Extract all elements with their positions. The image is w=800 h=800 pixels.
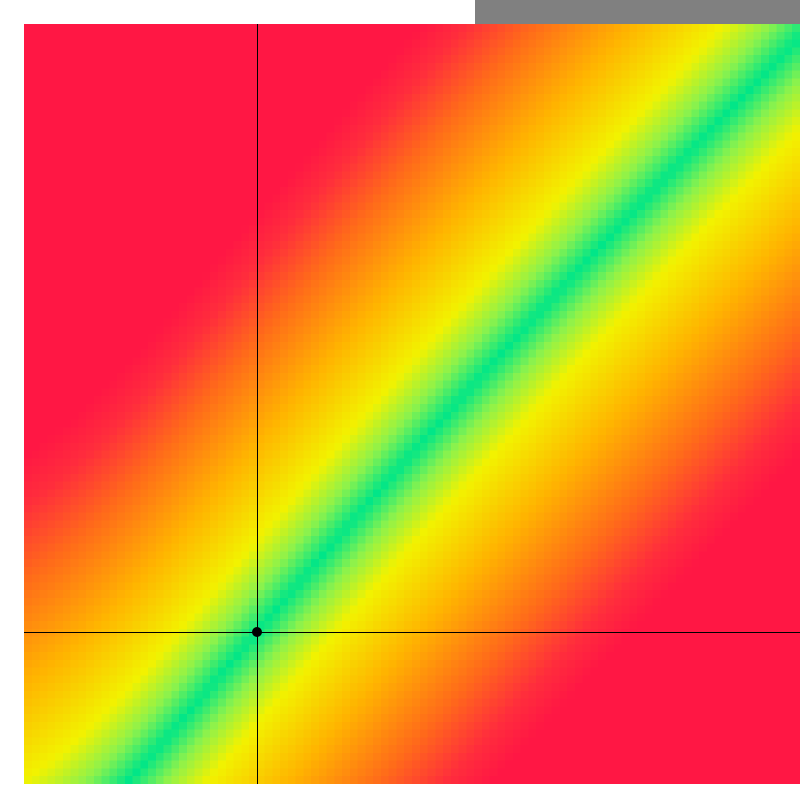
origin-marker [252, 627, 262, 637]
y-axis-line [257, 24, 258, 784]
heatmap-plot [0, 0, 800, 800]
heatmap-raster [24, 24, 800, 784]
x-axis-line [24, 632, 800, 633]
top-gray-bar [475, 0, 800, 24]
